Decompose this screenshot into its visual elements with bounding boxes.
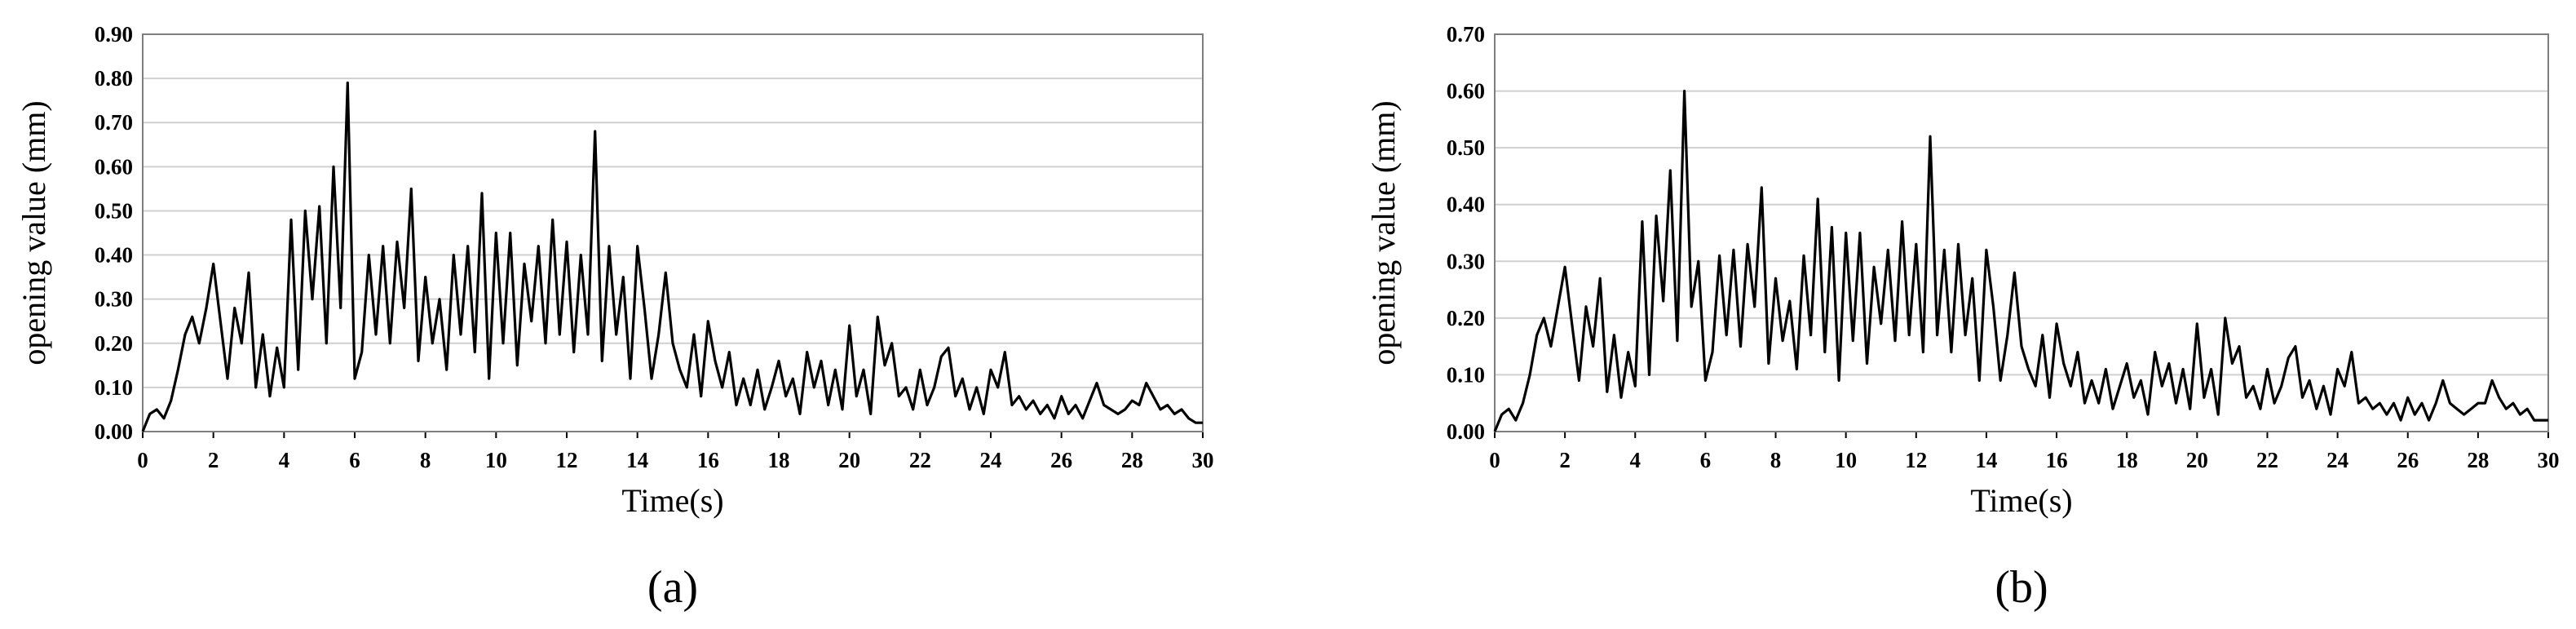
- y-tick-label: 0.30: [1447, 249, 1485, 273]
- chart-b-svg: 0.000.100.200.300.400.500.600.700 2 4 6 8 10 1…: [1365, 22, 2560, 613]
- y-tick-label: 0.00: [95, 419, 133, 444]
- x-axis-title: Time(s): [1970, 482, 2072, 519]
- x-tick-label: 18: [768, 448, 790, 472]
- y-tick-label: 0.40: [95, 243, 133, 268]
- y-tick-label: 0.80: [95, 66, 133, 91]
- panel-caption: (a): [647, 562, 698, 613]
- x-tick-label: 18: [2116, 448, 2138, 472]
- x-tick-label: 8: [1770, 448, 1782, 472]
- y-tick-label: 0.50: [95, 198, 133, 223]
- y-tick-label: 0.30: [95, 287, 133, 312]
- x-tick-label: 12: [1905, 448, 1927, 472]
- x-tick-label: 6: [349, 448, 360, 472]
- x-tick-label: 4: [279, 448, 290, 472]
- x-tick-label: 14: [1975, 448, 1997, 472]
- x-tick-label: 24: [2326, 448, 2348, 472]
- x-tick-label: 30: [2538, 448, 2560, 472]
- y-tick-label: 0.40: [1447, 193, 1485, 217]
- y-tick-label: 0.70: [95, 110, 133, 135]
- panel-caption: (b): [1995, 562, 2048, 613]
- x-tick-label: 8: [420, 448, 431, 472]
- x-tick-label: 22: [2256, 448, 2278, 472]
- x-tick-label: 12: [556, 448, 578, 472]
- x-tick-label: 2: [1559, 448, 1571, 472]
- y-tick-label: 0.50: [1447, 135, 1485, 160]
- series-line-0: [141, 81, 1203, 432]
- x-tick-label: 20: [838, 448, 860, 472]
- plot-frame: [142, 33, 1204, 432]
- x-tick-label: 28: [1121, 448, 1143, 472]
- y-tick-label: 0.10: [1447, 362, 1485, 387]
- y-tick-label: 0.10: [95, 375, 133, 400]
- x-tick-label: 26: [2397, 448, 2419, 472]
- x-tick-label: 0: [137, 448, 148, 472]
- x-tick-label: 10: [1835, 448, 1857, 472]
- x-tick-label: 10: [485, 448, 507, 472]
- y-axis-title: opening value (mm): [15, 100, 52, 365]
- x-tick-label: 14: [626, 448, 648, 472]
- x-tick-label: 22: [909, 448, 931, 472]
- x-tick-label: 16: [697, 448, 719, 472]
- series-line-0: [1493, 89, 2548, 432]
- x-tick-label: 2: [208, 448, 219, 472]
- y-tick-label: 0.60: [1447, 79, 1485, 104]
- y-tick-label: 0.90: [95, 22, 133, 47]
- x-tick-label: 0: [1489, 448, 1500, 472]
- y-tick-label: 0.20: [95, 331, 133, 356]
- y-tick-label: 0.60: [95, 154, 133, 179]
- x-tick-label: 24: [980, 448, 1002, 472]
- chart-panel-b: 0.00 0.10 0.20 0.30 0.40 0.50 0.60 0.70 0 2 4 6 8 10 1…: [1345, 0, 2576, 629]
- x-tick-label: 6: [1700, 448, 1712, 472]
- x-tick-label: 16: [2046, 448, 2068, 472]
- x-tick-label: 26: [1050, 448, 1072, 472]
- x-tick-label: 20: [2186, 448, 2208, 472]
- y-tick-label: 0.00: [1447, 419, 1485, 444]
- x-tick-label: 28: [2467, 448, 2489, 472]
- x-tick-label: 4: [1630, 448, 1641, 472]
- x-tick-label: 30: [1192, 448, 1214, 472]
- plot-area: [1495, 34, 2548, 432]
- x-axis-title: Time(s): [621, 482, 723, 519]
- y-tick-label: 0.20: [1447, 306, 1485, 330]
- chart-a-svg: 0.00 0.10 0.20 0.30 0.40 0.50 0.60 0.70 0.80 0.90…: [15, 22, 1214, 613]
- plot-area: [143, 34, 1203, 432]
- y-tick-label: 0.70: [1447, 22, 1485, 47]
- plot-frame: [1494, 33, 2549, 432]
- y-axis-title: opening value (mm): [1365, 100, 1402, 365]
- chart-panel-a: 0.00 0.10 0.20 0.30 0.40 0.50 0.60 0.70 0.80 0.90…: [15, 22, 1214, 613]
